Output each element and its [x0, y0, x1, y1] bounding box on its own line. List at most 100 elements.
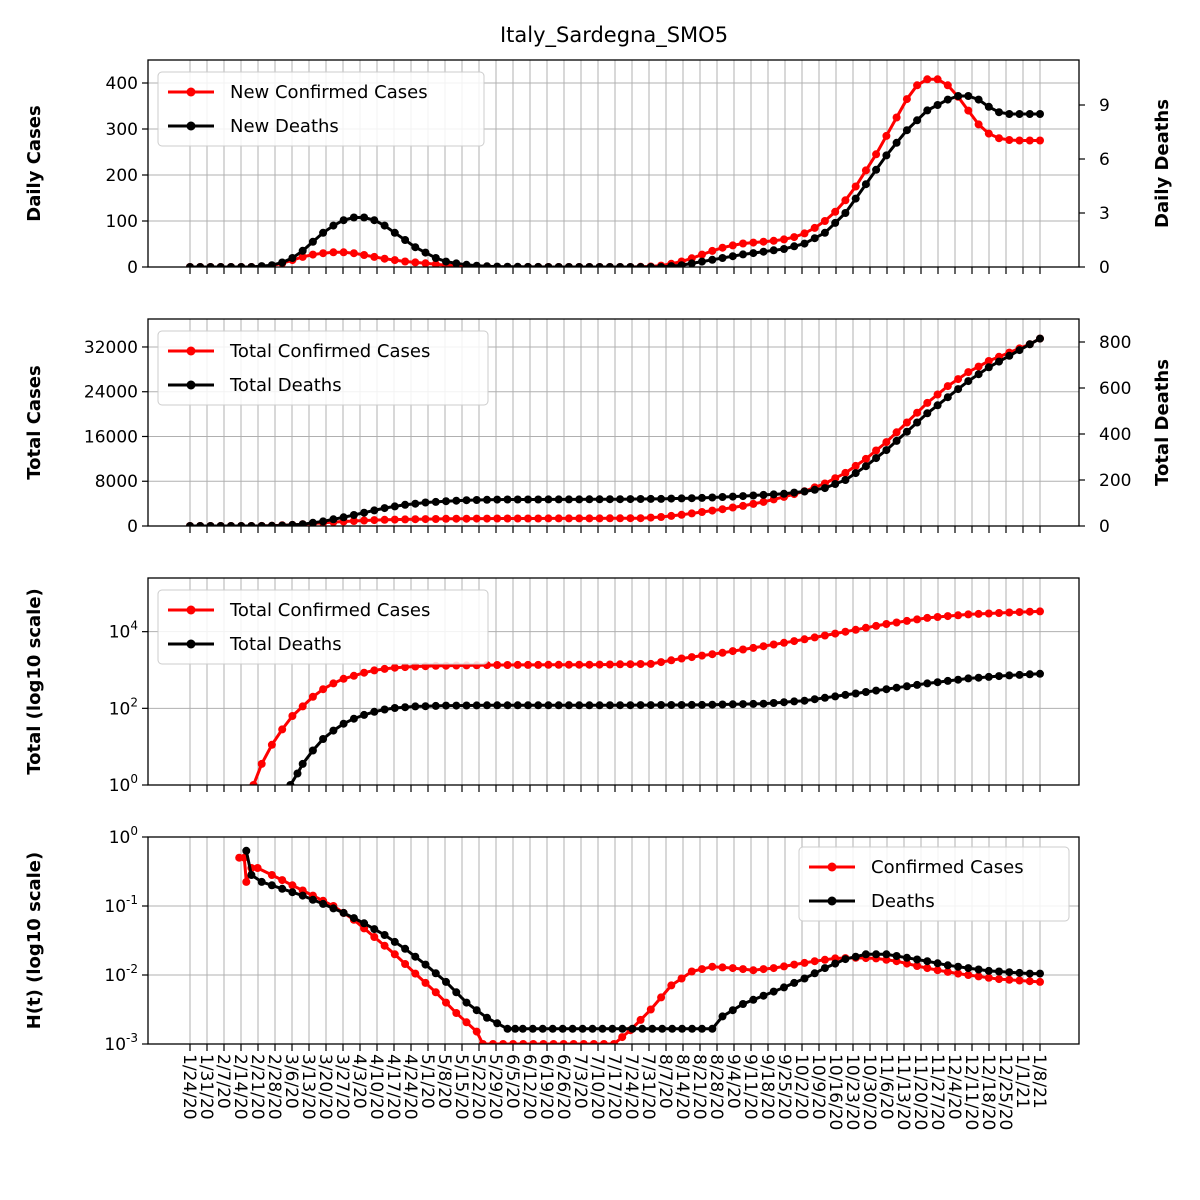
data-point	[431, 701, 440, 710]
data-point	[605, 660, 614, 669]
legend-label: Confirmed Cases	[871, 857, 1024, 878]
data-point	[626, 263, 635, 267]
data-point	[698, 493, 706, 502]
data-point	[780, 962, 788, 971]
data-point	[401, 515, 410, 524]
data-point	[370, 666, 379, 675]
x-tick-label: 7/31/20	[638, 1054, 658, 1120]
data-point	[472, 496, 481, 504]
data-point	[780, 245, 788, 253]
data-point	[308, 692, 317, 701]
data-point	[964, 92, 973, 100]
data-point	[401, 703, 410, 712]
data-point	[687, 700, 696, 709]
data-point	[913, 615, 922, 624]
data-point	[954, 92, 963, 100]
data-point	[687, 653, 696, 662]
data-point	[278, 258, 287, 267]
data-point	[493, 661, 502, 669]
data-point	[288, 888, 297, 897]
data-point	[478, 1040, 487, 1044]
data-point	[943, 95, 952, 104]
data-point	[472, 701, 481, 710]
data-point	[1036, 669, 1044, 678]
data-point	[513, 514, 522, 523]
plot-frame	[147, 577, 1080, 786]
data-point	[503, 1024, 512, 1033]
data-point	[708, 493, 717, 502]
x-tick-label: 4/3/20	[349, 1054, 369, 1109]
data-point	[892, 436, 901, 445]
data-point	[472, 1006, 481, 1015]
x-tick-label: 12/11/20	[961, 1054, 981, 1130]
data-point	[913, 116, 922, 125]
data-point	[882, 131, 891, 140]
y-tick-label: 0	[127, 517, 138, 537]
x-tick-label: 11/27/20	[927, 1054, 947, 1130]
data-point	[549, 1040, 558, 1044]
data-point	[319, 228, 328, 237]
data-point	[769, 236, 778, 245]
data-point	[892, 618, 901, 627]
data-point	[249, 781, 258, 785]
data-point	[759, 965, 768, 974]
data-point	[390, 515, 399, 524]
data-point	[293, 769, 302, 778]
data-point	[964, 971, 973, 979]
data-point	[616, 701, 625, 710]
data-point	[718, 243, 727, 252]
y-tick-label: 104	[109, 619, 138, 643]
data-point	[646, 513, 655, 522]
data-point	[483, 262, 491, 267]
data-point	[1036, 110, 1044, 118]
data-point	[267, 881, 276, 890]
data-point	[380, 705, 389, 714]
data-point	[820, 631, 829, 640]
data-point	[687, 967, 696, 976]
data-point	[431, 515, 440, 523]
legend: Total Confirmed Cases Total Deaths	[157, 330, 489, 406]
data-point	[841, 955, 850, 964]
data-point	[390, 228, 399, 237]
data-point	[790, 233, 799, 242]
data-point	[882, 950, 891, 959]
data-point	[575, 514, 584, 523]
x-tick-label: 5/1/20	[417, 1054, 437, 1109]
data-point	[995, 108, 1003, 117]
data-point	[892, 952, 901, 960]
data-point	[759, 247, 768, 256]
data-point	[298, 252, 307, 261]
data-point	[780, 698, 788, 707]
data-point	[913, 418, 922, 427]
y-tick-label: 100	[109, 824, 138, 848]
data-point	[390, 937, 399, 946]
data-point	[759, 642, 768, 651]
data-point	[667, 656, 676, 665]
data-point	[493, 1019, 502, 1028]
data-point	[851, 952, 860, 961]
data-point	[575, 660, 584, 669]
data-point	[831, 474, 840, 483]
x-tick-label: 3/13/20	[298, 1054, 318, 1120]
data-point	[964, 368, 973, 377]
series-total-deaths	[286, 669, 1044, 785]
data-point	[559, 1040, 568, 1044]
data-point	[544, 514, 553, 523]
legend: New Confirmed Cases New Deaths	[157, 71, 485, 147]
data-point	[882, 955, 891, 964]
x-tick-label: 3/20/20	[315, 1054, 335, 1120]
data-point	[749, 643, 758, 652]
legend-label: Deaths	[871, 891, 935, 912]
data-point	[913, 955, 922, 964]
data-point	[605, 514, 614, 523]
data-point	[790, 978, 799, 987]
x-tick-label: 6/26/20	[553, 1054, 573, 1120]
data-point	[638, 1024, 647, 1033]
data-point	[349, 511, 358, 519]
data-point	[186, 263, 194, 267]
data-point	[913, 680, 922, 689]
data-point	[810, 485, 819, 494]
data-point	[831, 480, 840, 488]
data-point	[1025, 607, 1034, 616]
data-point	[554, 514, 563, 523]
